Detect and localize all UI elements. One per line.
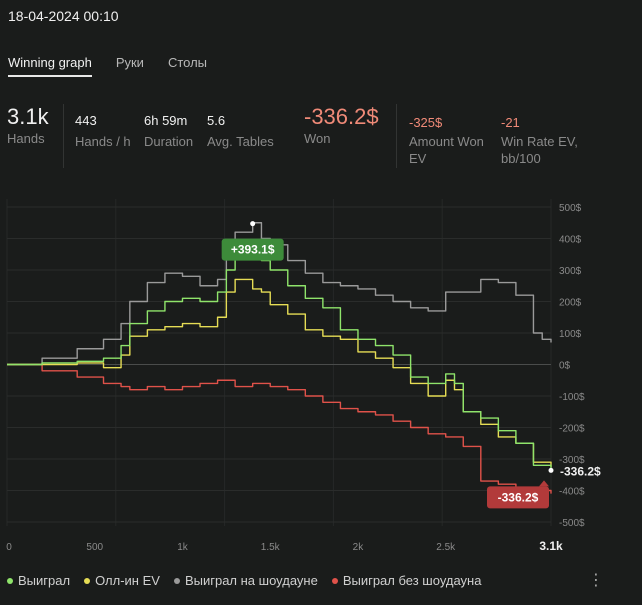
legend-item-non-showdown[interactable]: Выиграл без шоудауна	[331, 573, 482, 588]
peak-marker	[250, 221, 256, 227]
legend-label-showdown: Выиграл на шоудауне	[184, 573, 318, 588]
legend-dot-non-showdown	[331, 577, 338, 584]
y-axis-tick-label: 400$	[559, 235, 582, 246]
stat-amount-won-ev-label-2: EV	[409, 151, 427, 166]
stat-amount-won-ev-value: -325$	[409, 115, 443, 130]
series-line-non-showdown	[7, 363, 552, 494]
y-axis-tick-label: 100$	[559, 329, 582, 340]
chart-legend: Выиграл Олл-ин EV Выиграл на шоудауне Вы…	[7, 573, 495, 588]
stat-avg-tables-value: 5.6	[207, 113, 226, 128]
stat-hands-per-hour-value: 443	[75, 113, 97, 128]
stat-won-value: -336.2$	[304, 104, 379, 129]
stat-duration: 6h 59m Duration	[144, 104, 193, 150]
peak-badge-bg	[221, 238, 284, 261]
end-badge: -336.2$	[487, 480, 549, 509]
stat-hands-per-hour: 443 Hands / h	[75, 104, 131, 150]
stat-hands-label: Hands	[7, 131, 45, 146]
stat-duration-value: 6h 59m	[144, 113, 188, 128]
tab-hands[interactable]: Руки	[115, 55, 144, 70]
end-badge-pointer	[539, 480, 549, 487]
legend-item-allin-ev[interactable]: Олл-ин EV	[84, 573, 160, 588]
stat-amount-won-ev: -325$ Amount Won EV	[409, 104, 484, 167]
stat-win-rate-ev-value: -21	[501, 115, 520, 130]
end-badge-bg	[487, 486, 549, 509]
x-axis-tick-label: 2.5k	[436, 542, 456, 553]
x-axis-tick-label: 2k	[353, 542, 365, 553]
end-value-label: -336.2$	[560, 464, 601, 478]
legend-item-showdown[interactable]: Выиграл на шоудауне	[173, 573, 318, 588]
stat-win-rate-ev: -21 Win Rate EV, bb/100	[501, 104, 578, 167]
y-axis-tick-label: -400$	[559, 487, 585, 498]
y-axis-tick-label: 300$	[559, 266, 582, 277]
stat-won: -336.2$ Won	[304, 104, 379, 147]
y-axis-tick-label: -200$	[559, 424, 585, 435]
stat-avg-tables: 5.6 Avg. Tables	[207, 104, 274, 150]
legend-label-non-showdown: Выиграл без шоудауна	[342, 573, 482, 588]
tab-bar: Winning graph Руки Столы	[8, 55, 231, 77]
x-axis-tick-label: 500	[86, 542, 103, 553]
legend-dot-showdown	[173, 577, 180, 584]
series-line-won	[7, 240, 552, 471]
stat-hands: 3.1k Hands	[7, 104, 49, 147]
stats-divider	[396, 104, 397, 168]
stat-won-label: Won	[304, 131, 331, 146]
legend-label-allin-ev: Олл-ин EV	[95, 573, 160, 588]
stat-duration-label: Duration	[144, 134, 194, 149]
series-line-showdown	[7, 222, 552, 366]
peak-badge: +393.1$	[221, 238, 284, 261]
x-axis-tick-label: 0	[6, 542, 12, 553]
stat-hands-value: 3.1k	[7, 104, 49, 129]
legend-dot-won	[7, 577, 13, 584]
legend-dot-allin-ev	[84, 577, 91, 584]
tab-tables[interactable]: Столы	[167, 55, 208, 70]
y-axis-tick-label: -500$	[559, 518, 585, 529]
session-date: 18-04-2024 00:10	[8, 8, 119, 24]
tab-winning-graph[interactable]: Winning graph	[8, 55, 92, 77]
y-axis-tick-label: 200$	[559, 298, 582, 309]
x-axis-tick-label: 3.1k	[539, 539, 563, 553]
winning-chart[interactable]: 500$ 400$ 300$ 200$ 100$ 0$ -100$ -200$ -300$ -40…	[0, 188, 642, 560]
x-axis-tick-label: 1k	[177, 542, 189, 553]
x-axis-tick-label: 1.5k	[261, 542, 281, 553]
stat-avg-tables-label: Avg. Tables	[207, 134, 274, 149]
y-axis-tick-label: 0$	[559, 361, 571, 372]
legend-label-won: Выиграл	[18, 573, 71, 588]
peak-badge-label: +393.1$	[231, 243, 275, 257]
legend-item-won[interactable]: Выиграл	[7, 573, 70, 588]
y-axis-tick-label: -100$	[559, 392, 585, 403]
stats-divider	[63, 104, 64, 168]
stat-hands-per-hour-label: Hands / h	[75, 134, 131, 149]
stats-bar: 3.1k Hands 443 Hands / h 6h 59m Duration…	[0, 104, 642, 174]
series-line-allin-ev	[7, 278, 552, 467]
stat-win-rate-ev-label-1: Win Rate EV,	[501, 134, 578, 149]
y-axis-tick-label: -300$	[559, 455, 585, 466]
more-options-icon[interactable]: ⋮	[588, 572, 604, 589]
y-axis-tick-label: 500$	[559, 203, 582, 214]
stat-win-rate-ev-label-2: bb/100	[501, 151, 541, 166]
stat-amount-won-ev-label-1: Amount Won	[409, 134, 484, 149]
end-marker	[548, 467, 554, 473]
end-badge-label: -336.2$	[498, 490, 539, 504]
